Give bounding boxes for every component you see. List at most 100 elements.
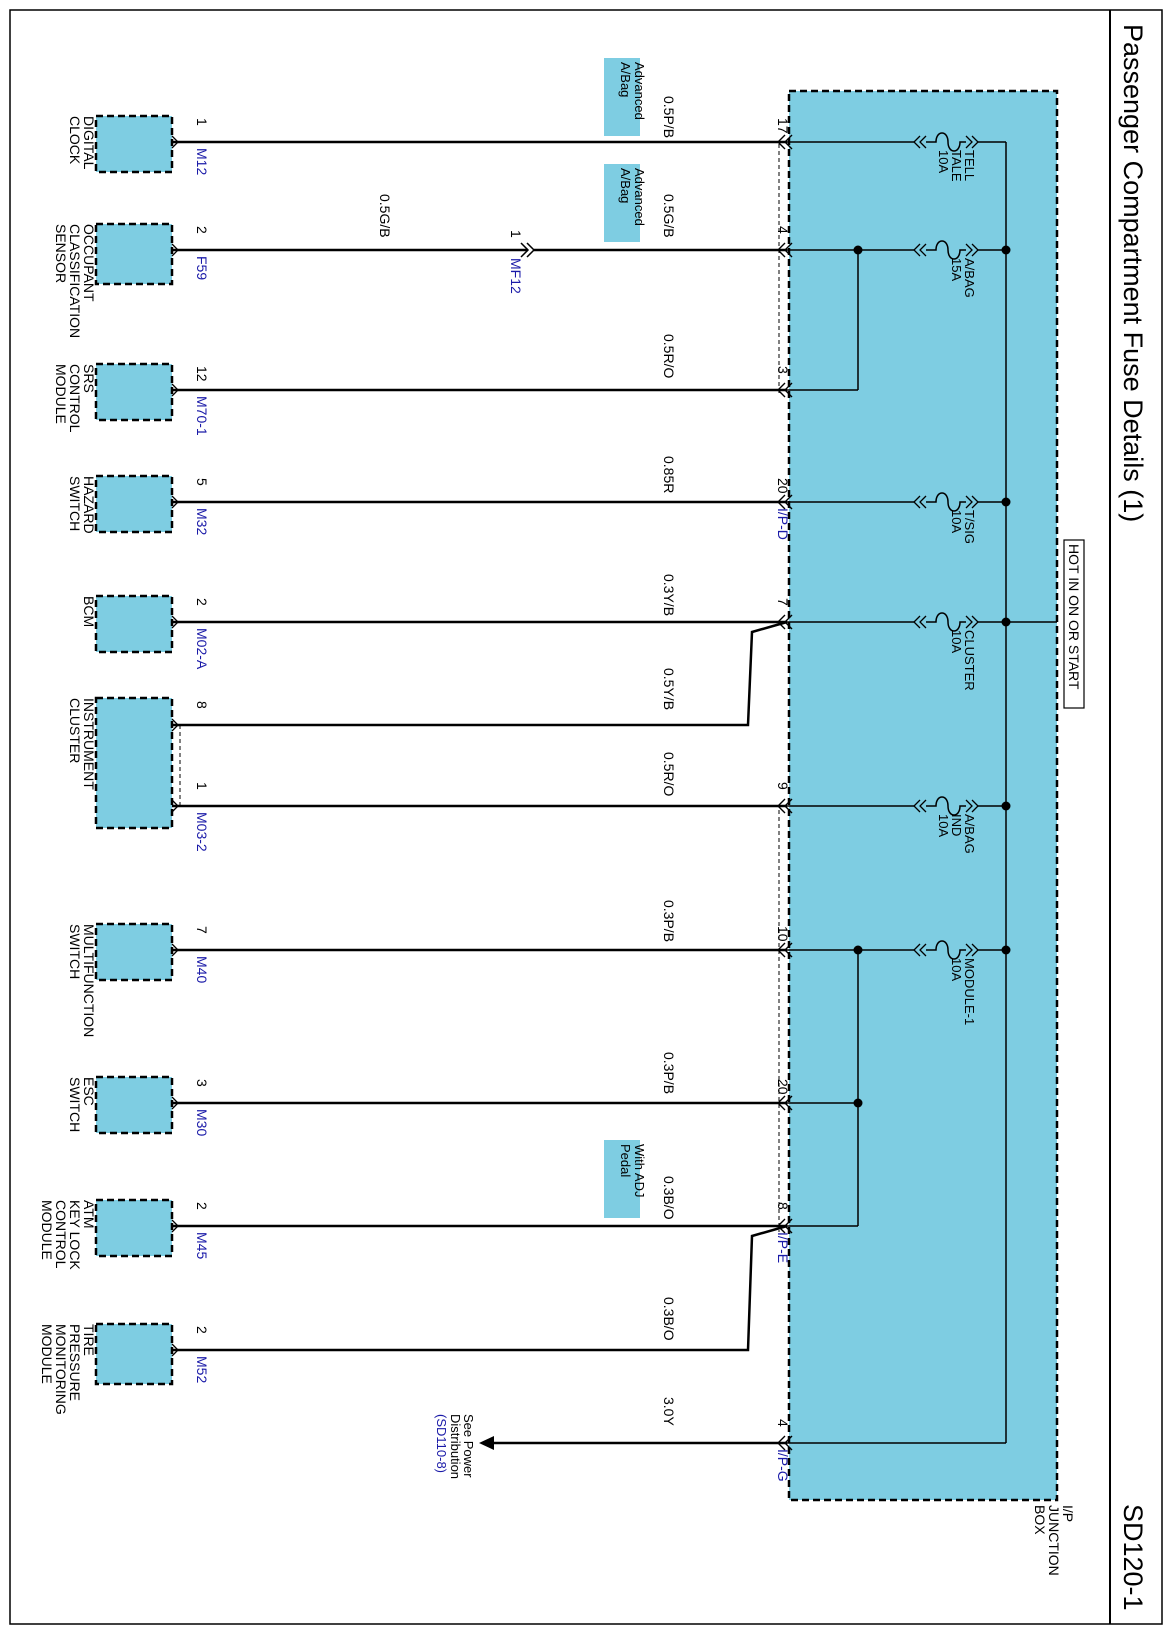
component-connector: M45: [194, 1232, 210, 1259]
connector-label: I/P-D: [775, 508, 791, 540]
component-name: SWITCH: [67, 924, 83, 979]
component-box: [94, 362, 174, 422]
option-tag-line: A/Bag: [618, 62, 633, 97]
power-ref-link[interactable]: (SD110-8): [434, 1414, 449, 1473]
component: 2 M02-A BCM: [81, 594, 210, 670]
fuse-name: TELL: [962, 150, 977, 181]
wire-color-label: 0.5R/O: [661, 752, 677, 796]
component-pin: 2: [194, 226, 210, 234]
box-pin-number: 4: [775, 1419, 791, 1427]
component-pin: 2: [194, 598, 210, 606]
component-connector: M02-A: [194, 628, 210, 670]
power-arrow-icon: [479, 1436, 494, 1450]
fuse-rating: 10A: [949, 630, 964, 653]
page-title: Passenger Compartment Fuse Details (1): [1118, 24, 1148, 522]
box-pin-number: 7: [775, 598, 791, 606]
component-pin: 12: [194, 366, 210, 382]
box-connectors: I/P-D I/P-E I/P-G: [775, 508, 791, 1482]
hot-label-box: [1063, 539, 1085, 709]
wire-color-label: 0.5G/B: [661, 194, 677, 238]
component-pin: 8: [194, 701, 210, 709]
fuse-name: MODULE-1: [962, 958, 977, 1025]
component-box: [94, 1198, 174, 1258]
page-border: [9, 9, 1163, 1625]
wire-color-label: 0.5P/B: [661, 96, 677, 138]
component-connector: F59: [194, 256, 210, 280]
fuse-name: TALE: [949, 150, 964, 182]
component-name: TIRE: [81, 1324, 97, 1356]
component-name: MULTIFUNCTION: [81, 924, 97, 1037]
fuse-rating: 15A: [949, 258, 964, 281]
wire-color-label: 0.3P/B: [661, 1052, 677, 1094]
wire-color-label: 0.5Y/B: [661, 668, 677, 710]
box-pin-number: 3: [775, 366, 791, 374]
component-name: MODULE: [39, 1200, 55, 1260]
wire-color-label: 0.3B/O: [661, 1176, 677, 1220]
component-name: MODULE: [39, 1324, 55, 1384]
component-connector: M52: [194, 1356, 210, 1383]
component-name: CONTROL: [67, 364, 83, 433]
internal-wires: [787, 389, 1006, 1444]
component-name: BCM: [81, 596, 97, 627]
component-name: SENSOR: [53, 224, 69, 283]
fuse-name: A/BAG: [962, 258, 977, 298]
fuse-name: CLUSTER: [962, 630, 977, 691]
fuse-rating: 10A: [949, 958, 964, 981]
junction-box-label-line: JUNCTION: [1046, 1505, 1062, 1576]
component-name: OCCUPANT: [81, 224, 97, 302]
diagram-code: SD120-1: [1118, 1504, 1148, 1611]
wire-color-label: 0.5G/B: [377, 194, 393, 238]
wire-color-label: 0.3B/O: [661, 1297, 677, 1341]
hot-label: HOT IN ON OR START: [1066, 544, 1082, 690]
power-reference: See Power Distribution (SD110-8): [434, 1414, 476, 1479]
wire-color-label: 0.3P/B: [661, 900, 677, 942]
component-name: DIGITAL: [81, 116, 97, 170]
component-box: [94, 696, 174, 830]
component-pin: 1: [194, 782, 210, 790]
fuse-rating: 10A: [936, 150, 951, 173]
junction-box-label-line: I/P: [1060, 1505, 1076, 1522]
box-pin-number: 17: [775, 118, 791, 134]
component-name: SWITCH: [67, 476, 83, 531]
component-box: [94, 474, 174, 534]
connector-label: I/P-G: [775, 1449, 791, 1482]
fuses-layer: TELLTALE10AA/BAG15AT/SIG10ACLUSTER10AA/B…: [787, 132, 1006, 1025]
junction-box-label: I/P JUNCTION BOX: [1032, 1505, 1076, 1576]
component-box: [94, 594, 174, 654]
box-pin-number: 20: [775, 478, 791, 494]
component-name: MODULE: [53, 364, 69, 424]
mf12-pin: 1: [508, 230, 524, 238]
fuse-name: A/BAG: [962, 814, 977, 854]
box-pin-number: 10: [775, 926, 791, 942]
wires: [172, 140, 788, 1445]
component-connector: M70-1: [194, 396, 210, 436]
component-name: ESC: [81, 1077, 97, 1106]
component-name: SWITCH: [67, 1077, 83, 1132]
junction-box: [787, 89, 1059, 1502]
component-name: CLUSTER: [67, 698, 83, 763]
component-pin: 3: [194, 1079, 210, 1087]
power-ref-line: Distribution: [448, 1414, 463, 1479]
component-box: [94, 922, 174, 982]
component-name: CLOCK: [67, 116, 83, 165]
wire-labels: 0.5P/B 0.5G/B 0.5G/B 0.5R/O 0.85R 0.3Y/B 0.5Y/…: [377, 96, 677, 1426]
option-tag-line: Advanced: [632, 168, 647, 226]
component-name: INSTRUMENT: [81, 698, 97, 790]
component-name: MONITORING: [53, 1324, 69, 1415]
